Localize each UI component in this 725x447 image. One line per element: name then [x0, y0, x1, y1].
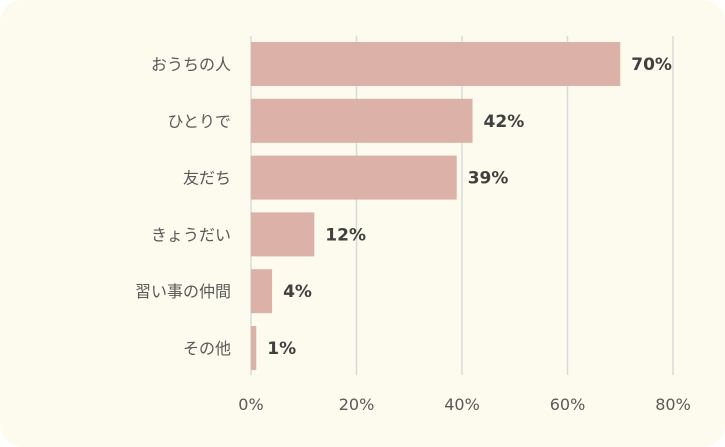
value-label: 12% [325, 225, 366, 245]
x-tick-label: 20% [339, 395, 375, 414]
bar-3 [251, 212, 315, 257]
x-tick-label: 80% [655, 395, 691, 414]
value-label: 4% [283, 282, 312, 302]
value-label: 42% [484, 112, 525, 132]
value-label: 1% [267, 339, 296, 359]
bar-4 [251, 269, 273, 314]
category-label: きょうだい [151, 225, 231, 244]
category-label: 友だち [183, 169, 231, 188]
bar-2 [251, 155, 457, 200]
category-label: 習い事の仲間 [135, 282, 231, 301]
x-tick-label: 60% [550, 395, 586, 414]
x-tick-label: 40% [444, 395, 480, 414]
value-label: 39% [468, 169, 509, 189]
bar-1 [251, 98, 473, 143]
bar-5 [251, 326, 257, 370]
category-label: その他 [183, 339, 231, 358]
bar-0 [251, 42, 621, 86]
category-label: おうちの人 [151, 55, 231, 74]
x-tick-label: 0% [238, 395, 263, 414]
value-label: 70% [631, 55, 672, 75]
category-label: ひとりで [167, 112, 231, 131]
